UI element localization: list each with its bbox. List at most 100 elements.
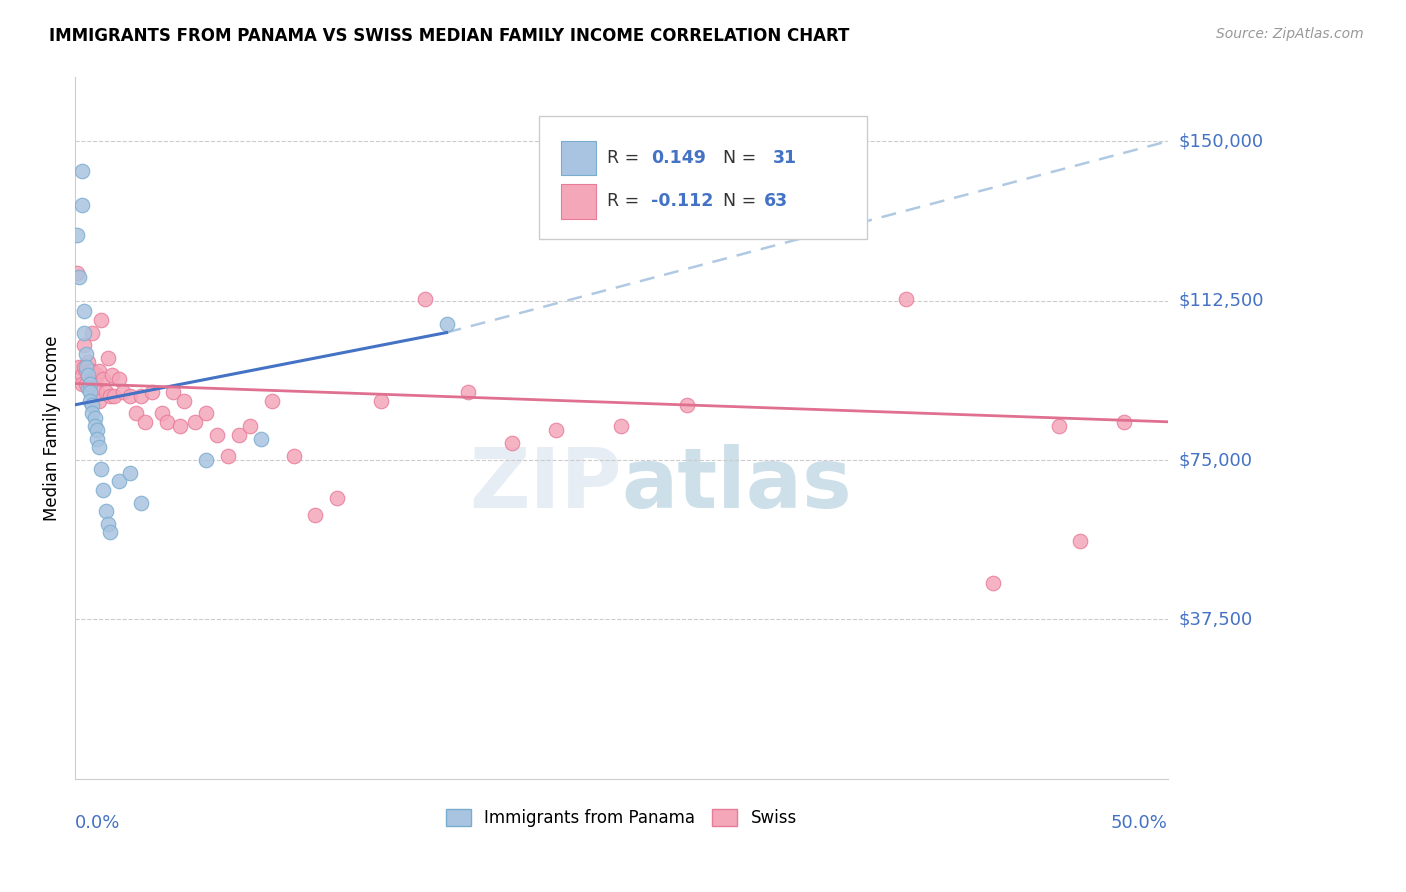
Point: [93, 372, 115, 386]
Point: [184, 415, 207, 429]
Point: [75, 359, 97, 374]
Point: [370, 393, 392, 408]
Point: [86, 423, 108, 437]
Point: [83, 385, 105, 400]
Point: [75, 347, 97, 361]
Text: N =: N =: [711, 149, 762, 167]
Point: [67, 270, 90, 285]
Point: [107, 475, 129, 489]
Point: [75, 364, 97, 378]
Point: [141, 385, 163, 400]
Text: R =: R =: [607, 149, 645, 167]
Point: [125, 406, 148, 420]
Point: [90, 312, 112, 326]
Point: [195, 406, 218, 420]
Text: atlas: atlas: [621, 444, 852, 524]
Point: [249, 432, 271, 446]
Point: [82, 398, 104, 412]
Legend: Immigrants from Panama, Swiss: Immigrants from Panama, Swiss: [440, 802, 803, 834]
Point: [676, 398, 699, 412]
Text: R =: R =: [607, 193, 645, 211]
Point: [70, 164, 93, 178]
Point: [73, 338, 96, 352]
Point: [98, 389, 121, 403]
Point: [77, 368, 100, 382]
Point: [304, 508, 326, 523]
Point: [79, 364, 101, 378]
Point: [118, 389, 141, 403]
Text: 0.149: 0.149: [651, 149, 706, 167]
Text: $75,000: $75,000: [1180, 451, 1253, 469]
Point: [828, 130, 851, 145]
Point: [73, 326, 96, 340]
Text: $37,500: $37,500: [1180, 610, 1253, 629]
Point: [162, 385, 184, 400]
Text: IMMIGRANTS FROM PANAMA VS SWISS MEDIAN FAMILY INCOME CORRELATION CHART: IMMIGRANTS FROM PANAMA VS SWISS MEDIAN F…: [49, 27, 849, 45]
Text: 31: 31: [773, 149, 797, 167]
Point: [152, 406, 174, 420]
Point: [1047, 419, 1070, 434]
Point: [173, 393, 195, 408]
FancyBboxPatch shape: [561, 141, 596, 175]
Point: [82, 326, 104, 340]
Point: [75, 376, 97, 391]
Point: [107, 372, 129, 386]
FancyBboxPatch shape: [540, 116, 868, 239]
Point: [87, 440, 110, 454]
Point: [260, 393, 283, 408]
Point: [66, 266, 89, 280]
Point: [70, 198, 93, 212]
FancyBboxPatch shape: [561, 184, 596, 219]
Point: [94, 504, 117, 518]
Point: [544, 423, 567, 437]
Point: [894, 292, 917, 306]
Point: [90, 461, 112, 475]
Point: [195, 453, 218, 467]
Point: [118, 466, 141, 480]
Point: [112, 385, 135, 400]
Point: [741, 151, 763, 165]
Point: [83, 419, 105, 434]
Point: [169, 419, 191, 434]
Point: [239, 419, 262, 434]
Point: [283, 449, 305, 463]
Point: [70, 368, 93, 382]
Point: [436, 317, 458, 331]
Point: [83, 372, 105, 386]
Text: Source: ZipAtlas.com: Source: ZipAtlas.com: [1216, 27, 1364, 41]
Text: 0.0%: 0.0%: [75, 814, 121, 832]
Point: [103, 389, 125, 403]
Point: [97, 516, 120, 531]
Point: [93, 483, 115, 497]
Point: [87, 393, 110, 408]
Point: [86, 432, 108, 446]
Point: [129, 389, 152, 403]
Point: [87, 364, 110, 378]
Point: [1114, 415, 1136, 429]
Text: $150,000: $150,000: [1180, 132, 1264, 150]
Text: ZIP: ZIP: [470, 444, 621, 524]
Point: [326, 491, 349, 506]
Text: N =: N =: [723, 193, 762, 211]
Point: [217, 449, 239, 463]
Point: [70, 376, 93, 391]
Point: [77, 368, 100, 382]
Point: [228, 427, 250, 442]
Point: [79, 385, 101, 400]
Point: [413, 292, 436, 306]
Point: [73, 359, 96, 374]
Point: [66, 227, 89, 242]
Point: [94, 385, 117, 400]
Point: [82, 406, 104, 420]
Point: [457, 385, 479, 400]
Point: [73, 304, 96, 318]
Point: [156, 415, 179, 429]
Point: [86, 368, 108, 382]
Point: [98, 525, 121, 540]
Text: 50.0%: 50.0%: [1111, 814, 1168, 832]
Point: [1069, 533, 1091, 548]
Point: [205, 427, 228, 442]
Point: [86, 385, 108, 400]
Point: [101, 368, 124, 382]
Point: [83, 410, 105, 425]
